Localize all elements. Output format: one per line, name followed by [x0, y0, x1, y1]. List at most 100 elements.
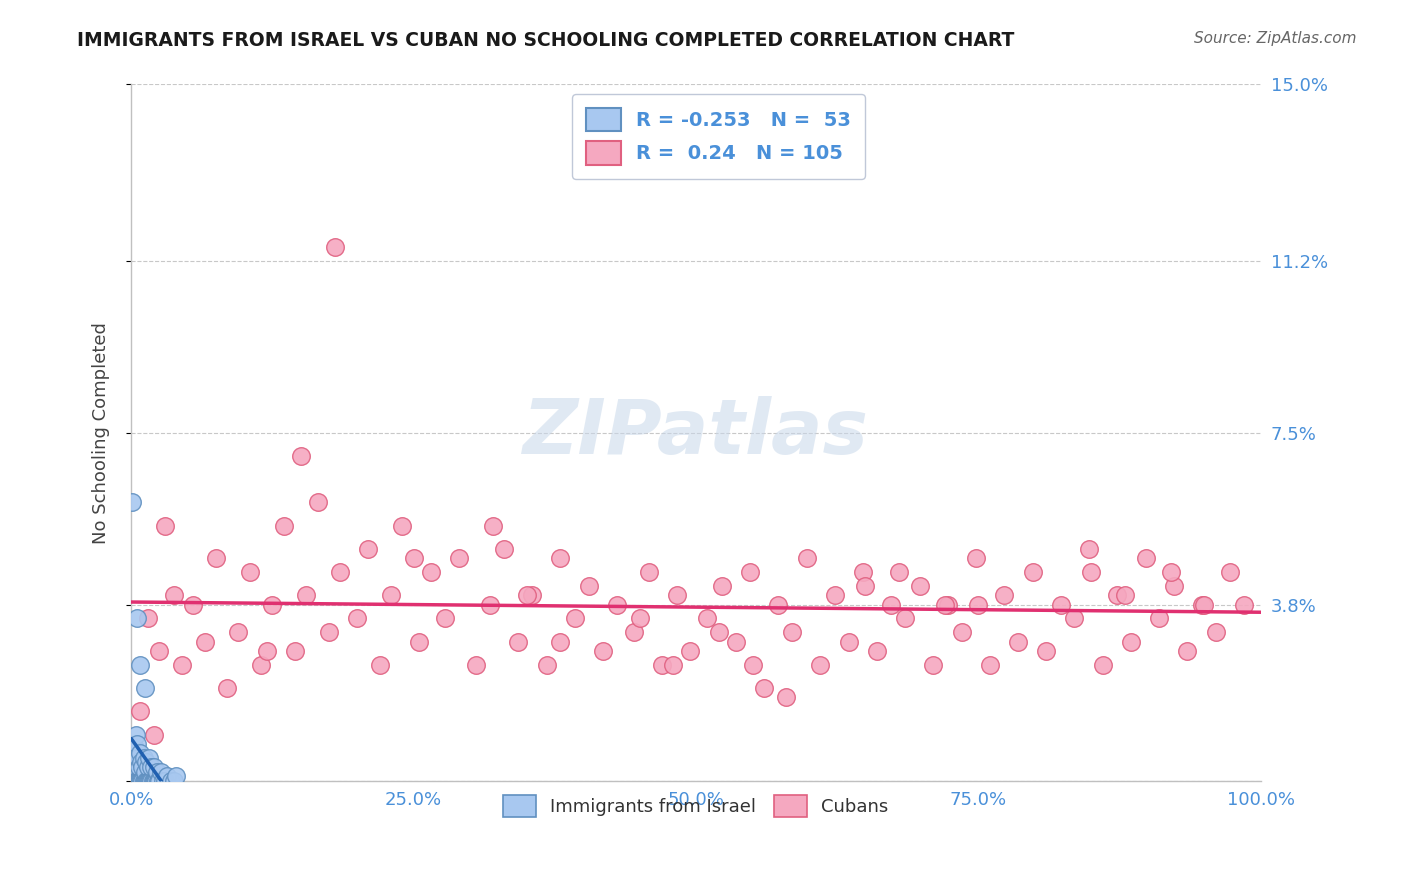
Point: [934, 598, 956, 612]
Point: [318, 625, 340, 640]
Point: [965, 551, 987, 566]
Point: [170, 657, 193, 672]
Point: [824, 588, 846, 602]
Point: [138, 774, 160, 789]
Point: [492, 541, 515, 556]
Point: [346, 611, 368, 625]
Point: [936, 598, 959, 612]
Point: [132, 751, 155, 765]
Text: IMMIGRANTS FROM ISRAEL VS CUBAN NO SCHOOLING COMPLETED CORRELATION CHART: IMMIGRANTS FROM ISRAEL VS CUBAN NO SCHOO…: [77, 31, 1015, 50]
Point: [194, 634, 217, 648]
Point: [1080, 565, 1102, 579]
Point: [148, 644, 170, 658]
Point: [131, 760, 153, 774]
Point: [136, 760, 159, 774]
Point: [1160, 565, 1182, 579]
Point: [1063, 611, 1085, 625]
Point: [1007, 634, 1029, 648]
Point: [447, 551, 470, 566]
Point: [124, 741, 146, 756]
Point: [135, 774, 157, 789]
Y-axis label: No Schooling Completed: No Schooling Completed: [93, 322, 110, 543]
Point: [1035, 644, 1057, 658]
Point: [740, 565, 762, 579]
Point: [159, 774, 181, 789]
Point: [479, 598, 502, 612]
Point: [217, 681, 239, 695]
Point: [592, 644, 614, 658]
Point: [1219, 565, 1241, 579]
Point: [979, 657, 1001, 672]
Point: [142, 774, 165, 789]
Point: [138, 751, 160, 765]
Point: [419, 565, 441, 579]
Point: [141, 760, 163, 774]
Point: [578, 579, 600, 593]
Point: [741, 657, 763, 672]
Text: ZIPatlas: ZIPatlas: [523, 396, 869, 470]
Point: [125, 737, 148, 751]
Point: [205, 551, 228, 566]
Point: [637, 565, 659, 579]
Point: [329, 565, 352, 579]
Point: [163, 588, 186, 602]
Legend: Immigrants from Israel, Cubans: Immigrants from Israel, Cubans: [496, 788, 896, 824]
Point: [131, 774, 153, 789]
Point: [368, 657, 391, 672]
Point: [1233, 598, 1256, 612]
Point: [950, 625, 973, 640]
Point: [775, 690, 797, 705]
Point: [131, 774, 153, 789]
Point: [922, 657, 945, 672]
Point: [1119, 634, 1142, 648]
Point: [852, 565, 875, 579]
Point: [724, 634, 747, 648]
Point: [665, 588, 688, 602]
Point: [662, 657, 685, 672]
Point: [153, 518, 176, 533]
Point: [391, 518, 413, 533]
Point: [228, 625, 250, 640]
Point: [122, 774, 145, 789]
Point: [122, 751, 145, 765]
Point: [606, 598, 628, 612]
Point: [136, 774, 159, 789]
Point: [156, 769, 179, 783]
Point: [181, 598, 204, 612]
Point: [125, 774, 148, 789]
Point: [142, 760, 165, 774]
Point: [165, 769, 187, 783]
Point: [142, 774, 165, 789]
Point: [131, 756, 153, 770]
Point: [679, 644, 702, 658]
Point: [121, 495, 143, 509]
Point: [768, 598, 790, 612]
Point: [129, 657, 152, 672]
Point: [134, 764, 156, 779]
Point: [434, 611, 457, 625]
Point: [1194, 598, 1216, 612]
Point: [908, 579, 931, 593]
Text: Source: ZipAtlas.com: Source: ZipAtlas.com: [1194, 31, 1357, 46]
Point: [128, 760, 150, 774]
Point: [273, 518, 295, 533]
Point: [1107, 588, 1129, 602]
Point: [1021, 565, 1043, 579]
Point: [284, 644, 307, 658]
Point: [295, 588, 318, 602]
Point: [307, 495, 329, 509]
Point: [124, 774, 146, 789]
Point: [522, 588, 544, 602]
Point: [125, 774, 148, 789]
Point: [256, 644, 278, 658]
Point: [1147, 611, 1170, 625]
Point: [1091, 657, 1114, 672]
Point: [402, 551, 425, 566]
Point: [135, 756, 157, 770]
Point: [1114, 588, 1136, 602]
Point: [125, 611, 148, 625]
Point: [408, 634, 430, 648]
Point: [142, 727, 165, 741]
Point: [148, 774, 170, 789]
Point: [1177, 644, 1199, 658]
